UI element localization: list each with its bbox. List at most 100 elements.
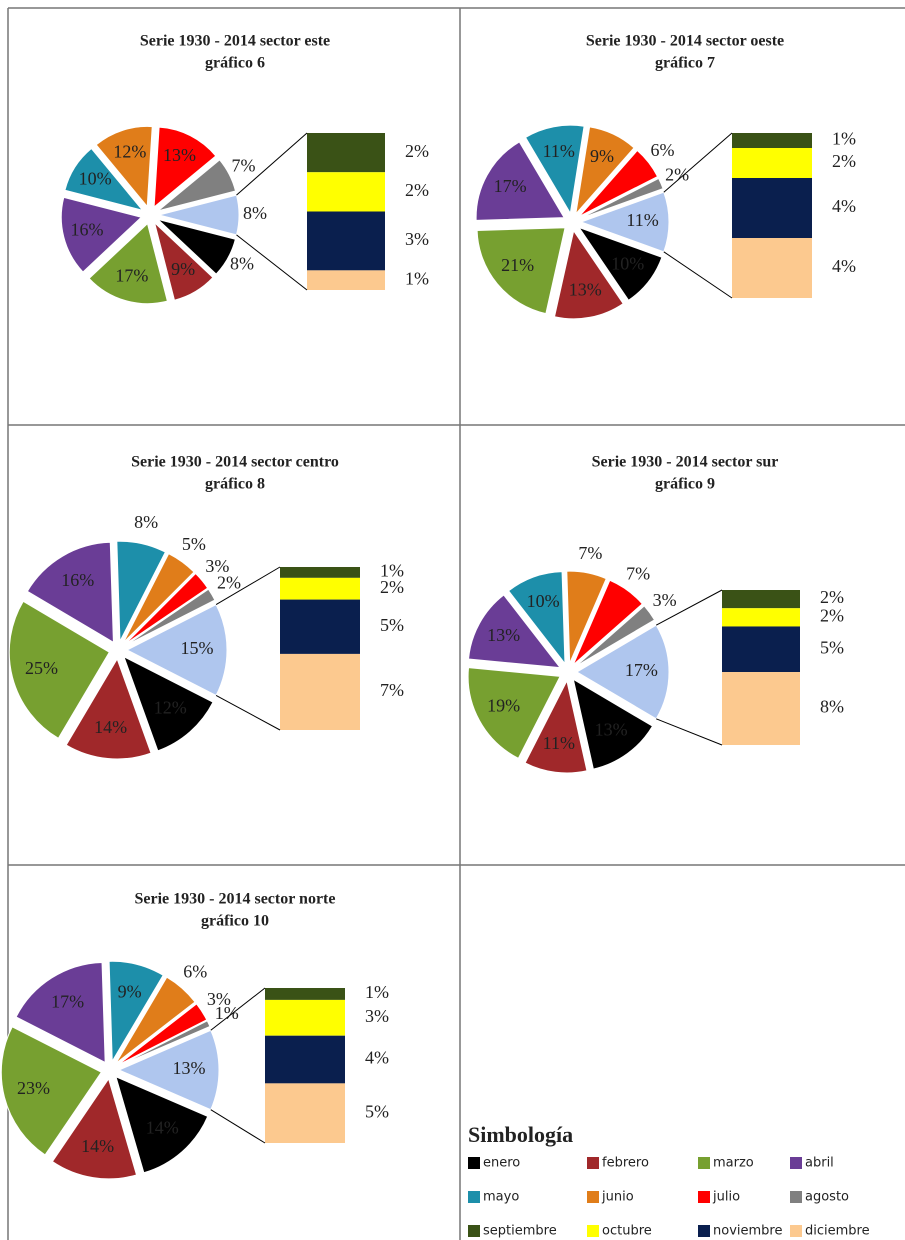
pie-slice bbox=[467, 667, 561, 759]
slice-label: 12% bbox=[154, 697, 187, 717]
slice-label: 9% bbox=[118, 982, 142, 1002]
slice-label: 15% bbox=[181, 638, 214, 658]
slice-label: 2% bbox=[665, 165, 689, 185]
pie-slice bbox=[51, 1077, 138, 1180]
legend-swatch bbox=[698, 1191, 710, 1203]
legend-swatch bbox=[468, 1225, 480, 1237]
slice-label: 19% bbox=[487, 695, 520, 715]
legend-label: enero bbox=[483, 1156, 520, 1171]
slice-label: 17% bbox=[51, 991, 84, 1011]
connector bbox=[236, 234, 308, 291]
slice-label: 23% bbox=[17, 1078, 50, 1098]
pie-slice bbox=[64, 147, 144, 212]
chart-title: Serie 1930 - 2014 sector este bbox=[140, 33, 330, 50]
slice-label: 9% bbox=[590, 146, 614, 166]
bar-segment bbox=[265, 1035, 345, 1084]
pie-slice bbox=[26, 541, 114, 644]
bar-segment bbox=[280, 599, 360, 654]
bar-segment bbox=[265, 988, 345, 1000]
bar-label: 8% bbox=[820, 697, 844, 717]
connector bbox=[215, 694, 281, 731]
legend-label: junio bbox=[601, 1190, 634, 1205]
pie-slice bbox=[115, 976, 196, 1064]
chart-title: Serie 1930 - 2014 sector oeste bbox=[586, 33, 784, 50]
slice-label: 16% bbox=[71, 219, 104, 239]
connector bbox=[655, 589, 723, 626]
chart-subtitle: gráfico 10 bbox=[201, 913, 269, 930]
legend-swatch bbox=[790, 1191, 802, 1203]
pie-slice bbox=[157, 159, 237, 212]
legend-label: agosto bbox=[805, 1190, 849, 1205]
bar-label: 1% bbox=[405, 268, 429, 288]
legend-label: noviembre bbox=[713, 1224, 782, 1239]
slice-label: 8% bbox=[243, 203, 267, 223]
pie-slice bbox=[475, 141, 565, 221]
legend-label: febrero bbox=[602, 1156, 649, 1171]
connector bbox=[663, 251, 733, 299]
slice-label: 17% bbox=[115, 266, 148, 286]
bar-segment bbox=[307, 133, 385, 173]
chart-subtitle: gráfico 8 bbox=[205, 476, 265, 493]
legend-label: marzo bbox=[713, 1156, 754, 1171]
slice-label: 8% bbox=[230, 254, 254, 274]
bar-segment bbox=[722, 626, 800, 673]
bar-segment bbox=[280, 567, 360, 578]
pie-slice bbox=[157, 218, 236, 275]
legend-label: octubre bbox=[602, 1224, 652, 1239]
slice-label: 1% bbox=[215, 1003, 239, 1023]
pie-slice bbox=[95, 125, 153, 208]
pie-slice bbox=[524, 679, 588, 774]
pie-slice bbox=[88, 222, 168, 305]
bar-label: 5% bbox=[380, 615, 404, 635]
slice-label: 3% bbox=[653, 590, 677, 610]
slice-label: 17% bbox=[494, 176, 527, 196]
slice-label: 12% bbox=[113, 141, 146, 161]
bar-label: 2% bbox=[405, 180, 429, 200]
slice-label: 17% bbox=[625, 660, 658, 680]
pie-slice bbox=[125, 603, 228, 697]
pie-slice bbox=[0, 1026, 103, 1156]
slice-label: 7% bbox=[578, 543, 602, 563]
slice-label: 13% bbox=[173, 1058, 206, 1078]
pie-slice bbox=[572, 579, 644, 666]
bar-segment bbox=[732, 178, 812, 238]
pie-slice bbox=[580, 177, 664, 219]
pie-slice bbox=[579, 191, 670, 253]
chart-subtitle: gráfico 7 bbox=[655, 55, 715, 72]
pie-slice bbox=[123, 655, 214, 752]
slice-label: 5% bbox=[182, 534, 206, 554]
bar-segment bbox=[722, 608, 800, 627]
legend-swatch bbox=[790, 1157, 802, 1169]
legend-swatch bbox=[587, 1191, 599, 1203]
bar-label: 2% bbox=[820, 605, 844, 625]
slice-label: 6% bbox=[183, 961, 207, 981]
bar-label: 1% bbox=[832, 129, 856, 149]
pie-slice bbox=[65, 657, 152, 760]
chart-subtitle: gráfico 6 bbox=[205, 55, 265, 72]
bar-label: 1% bbox=[380, 561, 404, 581]
chart-subtitle: gráfico 9 bbox=[655, 476, 715, 493]
pie-slice bbox=[122, 552, 195, 644]
slice-label: 11% bbox=[543, 733, 575, 753]
legend-swatch bbox=[698, 1157, 710, 1169]
slice-label: 14% bbox=[94, 717, 127, 737]
bar-label: 1% bbox=[365, 982, 389, 1002]
bar-segment bbox=[732, 238, 812, 298]
slice-label: 2% bbox=[217, 572, 241, 592]
pie-slice bbox=[153, 221, 214, 301]
slice-label: 9% bbox=[171, 259, 195, 279]
bar-segment bbox=[307, 172, 385, 212]
slice-label: 11% bbox=[626, 210, 658, 230]
bar-label: 2% bbox=[380, 577, 404, 597]
bar-label: 7% bbox=[380, 680, 404, 700]
slice-label: 10% bbox=[527, 591, 560, 611]
slice-label: 3% bbox=[207, 989, 231, 1009]
legend-swatch bbox=[790, 1225, 802, 1237]
bar-label: 4% bbox=[832, 256, 856, 276]
pie-slice bbox=[117, 1020, 211, 1067]
pie-slice bbox=[574, 605, 656, 668]
legend-swatch bbox=[468, 1157, 480, 1169]
slice-label: 3% bbox=[205, 556, 229, 576]
legend-label: mayo bbox=[483, 1190, 519, 1205]
slice-label: 16% bbox=[61, 570, 94, 590]
